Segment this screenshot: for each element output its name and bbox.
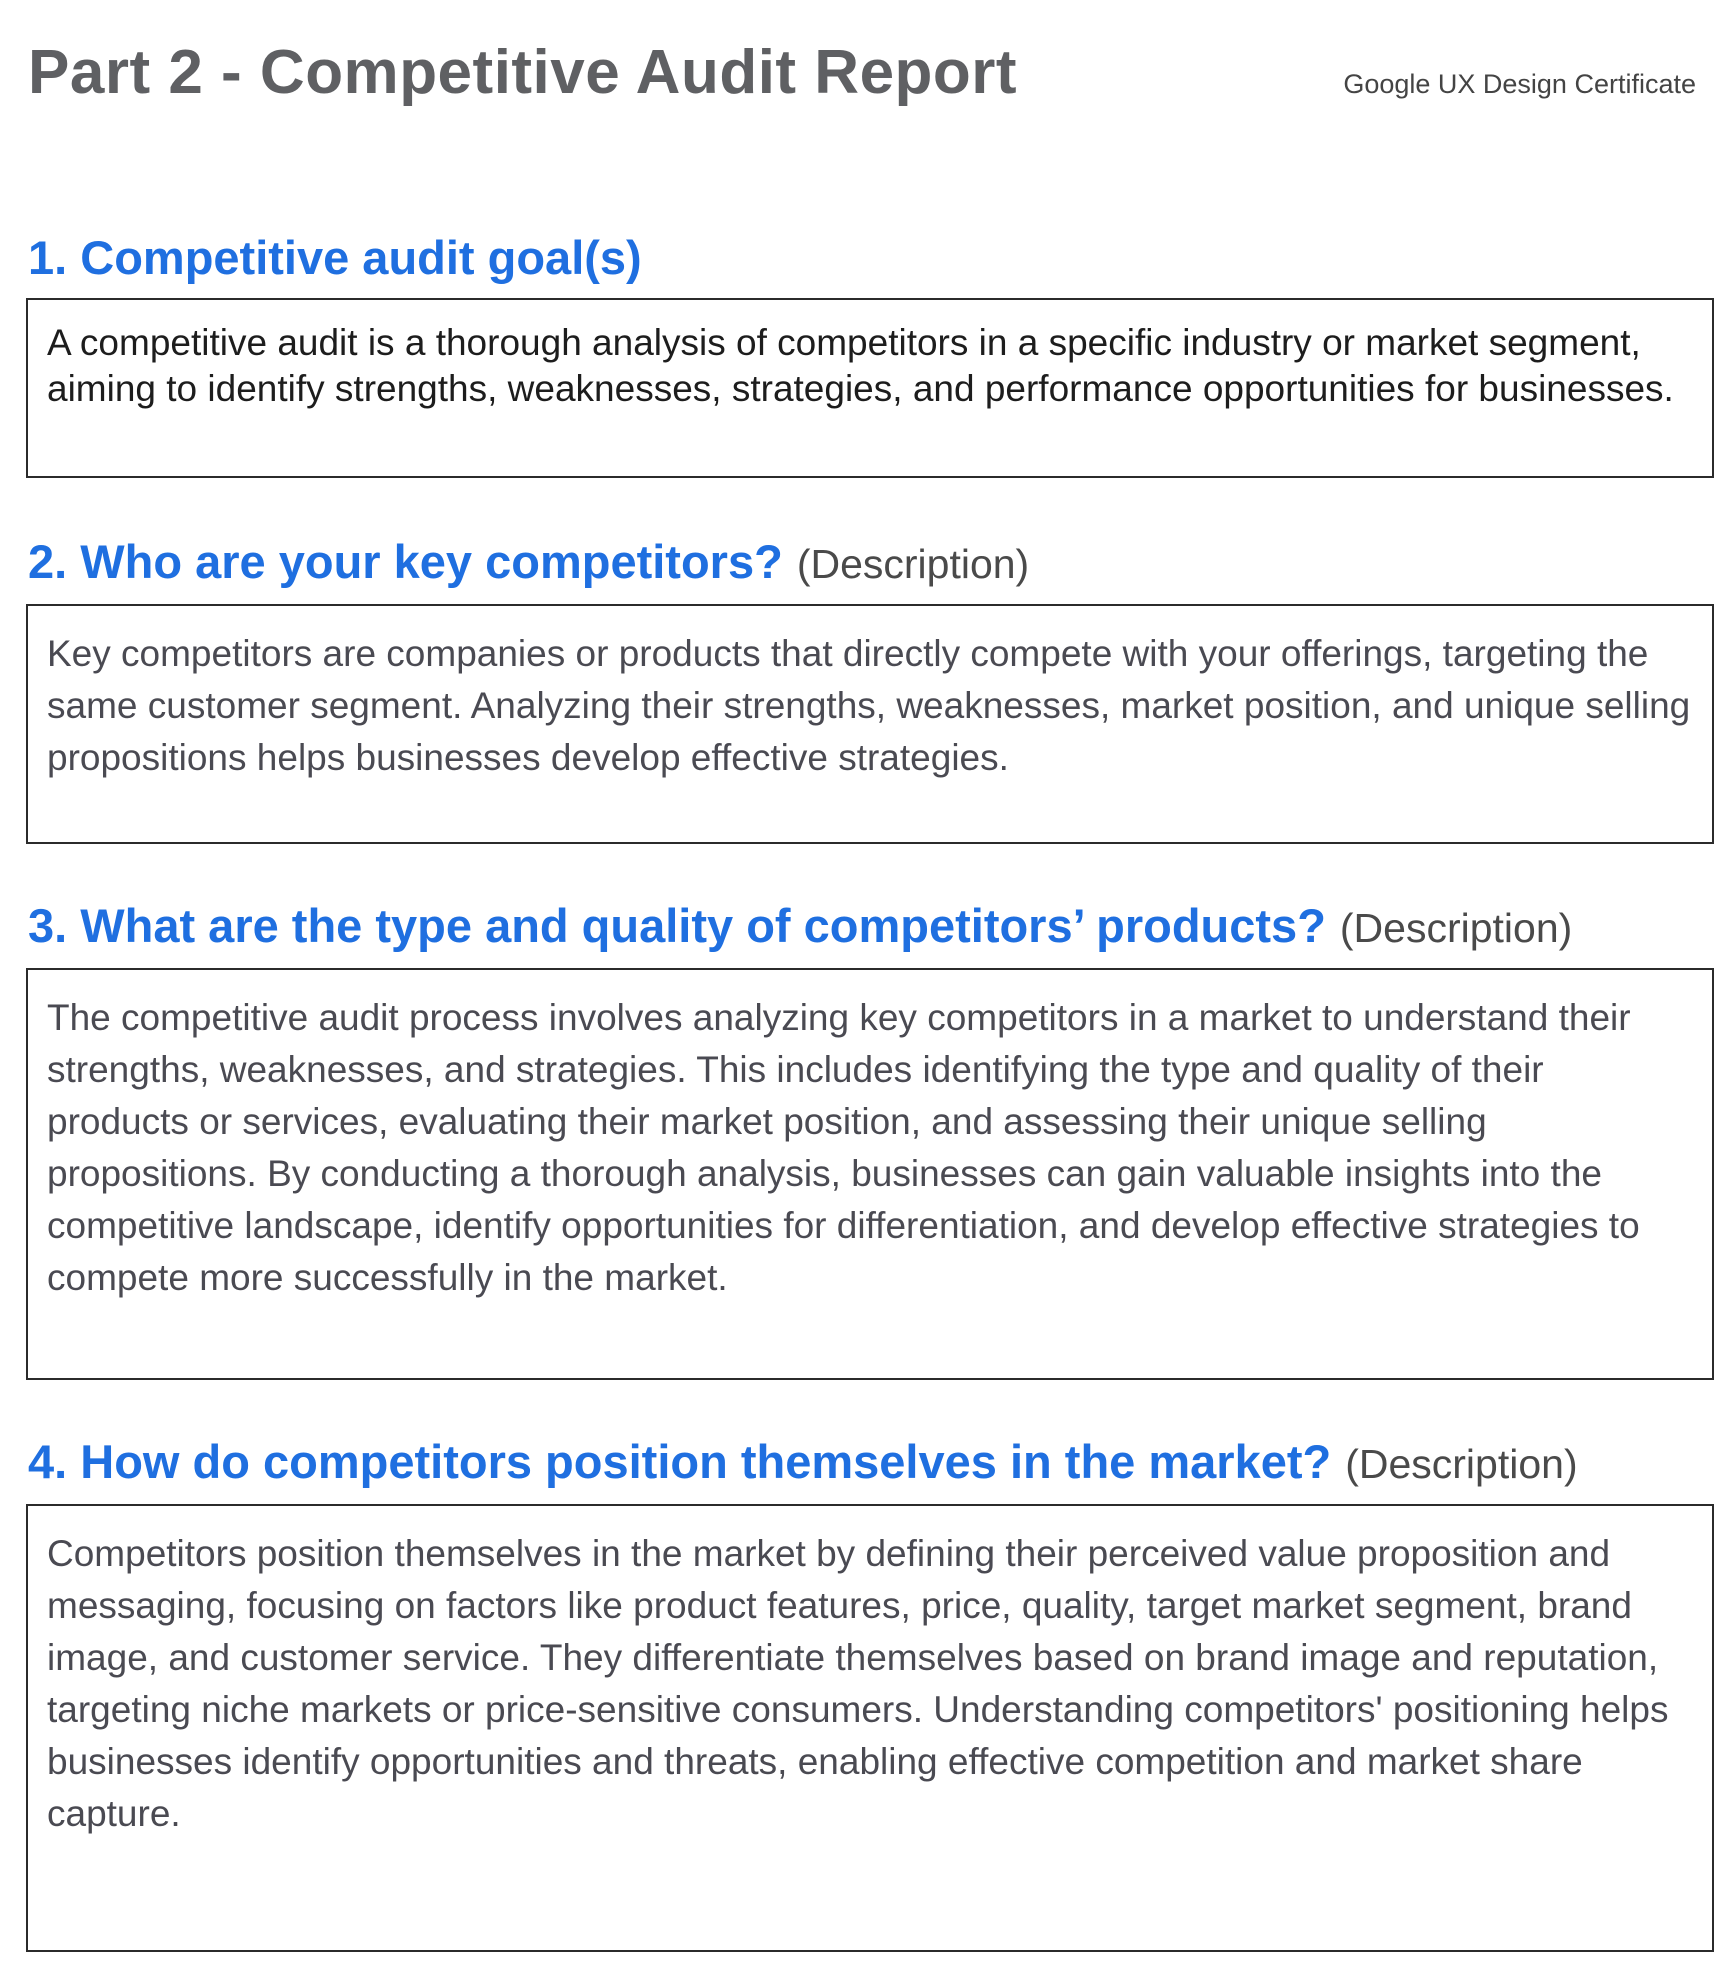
section-number: 2.	[28, 535, 68, 588]
section-heading: 3. What are the type and quality of comp…	[26, 894, 1714, 960]
certificate-label: Google UX Design Certificate	[1343, 69, 1696, 99]
section-question: Competitive audit goal(s)	[80, 231, 642, 284]
answer-box[interactable]: Key competitors are companies or product…	[26, 604, 1714, 844]
section-question: How do competitors position themselves i…	[80, 1435, 1332, 1488]
section-market-positioning: 4. How do competitors position themselve…	[26, 1430, 1714, 1952]
section-product-quality: 3. What are the type and quality of comp…	[26, 894, 1714, 1380]
section-heading: 4. How do competitors position themselve…	[26, 1430, 1714, 1496]
answer-box[interactable]: The competitive audit process involves a…	[26, 968, 1714, 1380]
section-number: 4.	[28, 1435, 68, 1488]
description-tag: (Description)	[1339, 905, 1573, 951]
page-title: Part 2 - Competitive Audit Report	[28, 38, 1018, 107]
description-tag: (Description)	[796, 541, 1030, 587]
description-tag: (Description)	[1345, 1441, 1578, 1487]
section-question: What are the type and quality of competi…	[80, 899, 1326, 952]
section-heading: 1. Competitive audit goal(s)	[26, 226, 1714, 290]
section-heading: 2. Who are your key competitors? (Descrip…	[26, 530, 1714, 596]
section-audit-goals: 1. Competitive audit goal(s) A competiti…	[26, 226, 1714, 478]
section-number: 3.	[28, 899, 68, 952]
answer-box[interactable]: Competitors position themselves in the m…	[26, 1504, 1714, 1952]
section-question: Who are your key competitors?	[80, 535, 783, 588]
section-key-competitors: 2. Who are your key competitors? (Descrip…	[26, 530, 1714, 844]
answer-box[interactable]: A competitive audit is a thorough analys…	[26, 298, 1714, 478]
section-number: 1.	[28, 231, 68, 284]
